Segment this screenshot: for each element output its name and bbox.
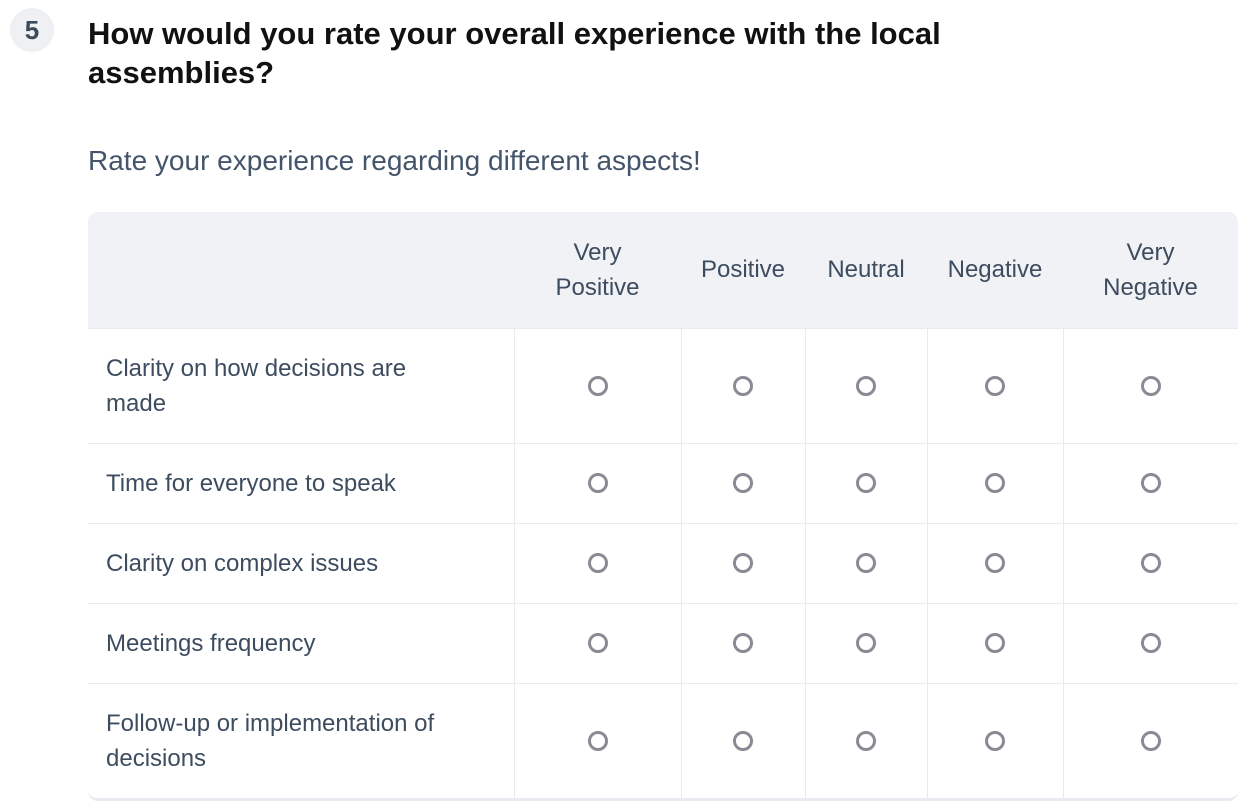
- radio-cell: [513, 327, 681, 443]
- radio-cell: [1062, 327, 1238, 443]
- question-title: How would you rate your overall experien…: [88, 16, 941, 90]
- radio-cell: [926, 327, 1063, 443]
- column-header-negative: Negative: [927, 212, 1063, 328]
- radio-r2-very-positive[interactable]: [587, 473, 608, 493]
- radio-r1-negative[interactable]: [985, 375, 1005, 396]
- matrix-corner-cell: [88, 212, 514, 328]
- row-label: Clarity on complex issues: [88, 522, 514, 603]
- radio-cell: [804, 602, 927, 683]
- radio-cell: [680, 522, 805, 603]
- radio-cell: [804, 522, 927, 603]
- radio-r3-neutral[interactable]: [856, 553, 876, 573]
- matrix-row-follow-up: Follow-up or implementation of decisions: [88, 682, 1238, 798]
- radio-cell: [680, 602, 805, 683]
- column-header-label: Negative: [947, 256, 1043, 284]
- matrix-table: Very Positive Positive Neutral Negative …: [88, 212, 1238, 798]
- radio-cell: [513, 442, 681, 523]
- radio-cell: [926, 602, 1063, 683]
- radio-cell: [926, 682, 1063, 798]
- matrix-table-wrapper: Very Positive Positive Neutral Negative …: [88, 212, 1238, 801]
- radio-cell: [680, 442, 805, 523]
- column-header-label: Neutral: [827, 256, 905, 284]
- radio-r3-positive[interactable]: [733, 553, 753, 573]
- matrix-header-row: Very Positive Positive Neutral Negative …: [88, 212, 1238, 328]
- radio-r4-negative[interactable]: [985, 633, 1005, 653]
- radio-cell: [804, 682, 927, 798]
- row-label: Meetings frequency: [88, 602, 514, 683]
- radio-cell: [1062, 522, 1238, 603]
- column-header-neutral: Neutral: [805, 212, 927, 328]
- radio-cell: [1062, 602, 1238, 683]
- matrix-row-meetings-frequency: Meetings frequency: [88, 602, 1238, 683]
- column-header-label: Very Negative: [1103, 238, 1198, 301]
- column-header-label: Very Positive: [555, 238, 640, 301]
- radio-r3-negative[interactable]: [985, 553, 1005, 573]
- radio-r5-negative[interactable]: [985, 730, 1005, 751]
- radio-cell: [926, 442, 1063, 523]
- radio-r5-very-negative[interactable]: [1140, 730, 1161, 751]
- question-description: Rate your experience regarding different…: [88, 145, 701, 176]
- radio-r2-neutral[interactable]: [856, 473, 876, 493]
- radio-cell: [1062, 442, 1238, 523]
- column-header-very-positive: Very Positive: [514, 212, 681, 328]
- radio-cell: [513, 522, 681, 603]
- radio-r1-positive[interactable]: [733, 375, 753, 396]
- radio-r4-positive[interactable]: [733, 633, 753, 653]
- column-header-label: Positive: [700, 256, 786, 284]
- radio-cell: [680, 682, 805, 798]
- radio-r1-very-negative[interactable]: [1140, 375, 1161, 396]
- radio-cell: [513, 682, 681, 798]
- matrix-row-decisions-clarity: Clarity on how decisions are made: [88, 327, 1238, 443]
- radio-cell: [804, 327, 927, 443]
- radio-r4-very-positive[interactable]: [587, 633, 608, 653]
- radio-r3-very-positive[interactable]: [587, 553, 608, 573]
- matrix-row-complex-issues: Clarity on complex issues: [88, 522, 1238, 603]
- radio-r1-very-positive[interactable]: [587, 375, 608, 396]
- radio-r2-negative[interactable]: [985, 473, 1005, 493]
- radio-r5-positive[interactable]: [733, 730, 753, 751]
- column-header-positive: Positive: [681, 212, 805, 328]
- radio-cell: [513, 602, 681, 683]
- radio-cell: [926, 522, 1063, 603]
- radio-cell: [804, 442, 927, 523]
- radio-r5-neutral[interactable]: [856, 730, 876, 751]
- column-header-very-negative: Very Negative: [1063, 212, 1238, 328]
- matrix-row-time-to-speak: Time for everyone to speak: [88, 442, 1238, 523]
- radio-r5-very-positive[interactable]: [587, 730, 608, 751]
- radio-cell: [680, 327, 805, 443]
- radio-r4-very-negative[interactable]: [1140, 633, 1161, 653]
- row-label: Clarity on how decisions are made: [88, 327, 514, 443]
- radio-r2-positive[interactable]: [733, 473, 753, 493]
- radio-r3-very-negative[interactable]: [1140, 553, 1161, 573]
- radio-r1-neutral[interactable]: [856, 375, 876, 396]
- row-label: Follow-up or implementation of decisions: [88, 682, 514, 798]
- radio-r4-neutral[interactable]: [856, 633, 876, 653]
- radio-r2-very-negative[interactable]: [1140, 473, 1161, 493]
- row-label: Time for everyone to speak: [88, 442, 514, 523]
- radio-cell: [1062, 682, 1238, 798]
- question-number-badge: 5: [10, 8, 54, 52]
